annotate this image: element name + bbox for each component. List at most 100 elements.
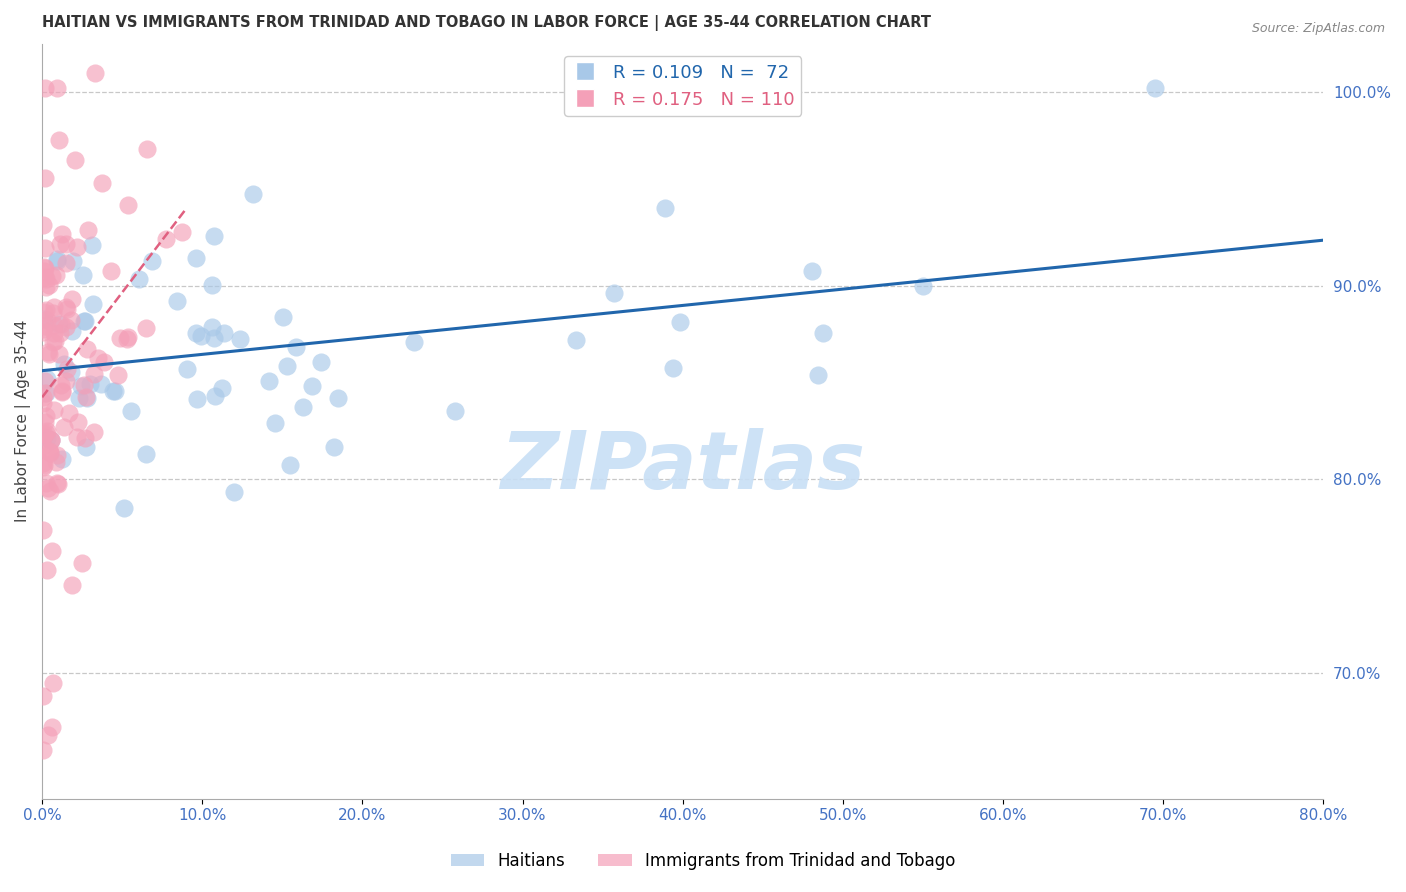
- Point: [93, 355, 115, 369]
- Point: [32, 305, 55, 319]
- Point: [32, 743, 55, 757]
- Point: [60, 578, 83, 592]
- Point: [77, 223, 100, 237]
- Point: [80, 238, 103, 252]
- Point: [242, 187, 264, 202]
- Point: [444, 404, 467, 418]
- Point: [62, 253, 84, 268]
- Point: [135, 320, 157, 334]
- Point: [204, 389, 226, 403]
- Point: [45, 476, 67, 491]
- Point: [35, 563, 58, 577]
- Point: [44, 334, 66, 348]
- Point: [83, 367, 105, 381]
- Point: [35, 272, 58, 286]
- Point: [285, 339, 308, 353]
- Point: [53, 419, 76, 434]
- Point: [35, 302, 58, 317]
- Point: [170, 225, 193, 239]
- Point: [34, 241, 56, 255]
- Point: [38, 445, 60, 459]
- Point: [807, 368, 830, 383]
- Point: [201, 278, 224, 293]
- Point: [73, 313, 96, 327]
- Point: [49, 378, 72, 392]
- Point: [32, 218, 55, 232]
- Point: [224, 485, 246, 500]
- Point: [56, 302, 79, 317]
- Point: [654, 201, 676, 215]
- Point: [120, 404, 142, 418]
- Point: [292, 401, 315, 415]
- Point: [565, 333, 588, 347]
- Point: [59, 312, 82, 326]
- Point: [51, 452, 73, 467]
- Point: [46, 477, 69, 491]
- Point: [52, 357, 75, 371]
- Point: [42, 403, 65, 417]
- Point: [32, 326, 55, 340]
- Point: [280, 458, 302, 472]
- Point: [66, 415, 89, 429]
- Point: [34, 319, 56, 334]
- Point: [82, 297, 104, 311]
- Point: [911, 278, 934, 293]
- Point: [34, 427, 56, 442]
- Point: [76, 441, 98, 455]
- Legend: R = 0.109   N =  72, R = 0.175   N = 110: R = 0.109 N = 72, R = 0.175 N = 110: [564, 56, 801, 116]
- Point: [32, 439, 55, 453]
- Point: [63, 153, 86, 167]
- Point: [76, 343, 98, 357]
- Point: [34, 260, 56, 275]
- Point: [55, 237, 77, 252]
- Point: [202, 229, 225, 244]
- Point: [39, 433, 62, 447]
- Point: [32, 429, 55, 443]
- Point: [55, 300, 77, 314]
- Point: [39, 446, 62, 460]
- Point: [37, 345, 59, 359]
- Point: [45, 252, 67, 267]
- Point: [34, 81, 56, 95]
- Point: [155, 232, 177, 246]
- Point: [66, 430, 89, 444]
- Point: [115, 332, 138, 346]
- Point: [46, 448, 69, 462]
- Point: [75, 314, 97, 328]
- Point: [69, 379, 91, 393]
- Point: [166, 293, 188, 308]
- Point: [41, 543, 63, 558]
- Point: [661, 360, 683, 375]
- Y-axis label: In Labor Force | Age 35-44: In Labor Force | Age 35-44: [15, 320, 31, 523]
- Point: [51, 227, 73, 241]
- Point: [41, 720, 63, 734]
- Point: [34, 374, 56, 388]
- Point: [42, 318, 65, 332]
- Point: [135, 446, 157, 460]
- Point: [42, 306, 65, 320]
- Point: [136, 142, 159, 156]
- Point: [42, 301, 65, 315]
- Point: [34, 270, 56, 285]
- Point: [35, 409, 58, 423]
- Point: [211, 380, 233, 394]
- Text: Source: ZipAtlas.com: Source: ZipAtlas.com: [1251, 22, 1385, 36]
- Point: [58, 406, 80, 420]
- Point: [35, 313, 58, 327]
- Point: [42, 675, 65, 690]
- Point: [184, 251, 207, 265]
- Point: [34, 415, 56, 429]
- Point: [35, 475, 58, 490]
- Point: [37, 481, 59, 495]
- Point: [83, 425, 105, 439]
- Point: [37, 372, 59, 386]
- Point: [35, 386, 58, 401]
- Point: [34, 171, 56, 186]
- Point: [44, 326, 66, 340]
- Point: [801, 263, 824, 277]
- Point: [39, 434, 62, 448]
- Point: [32, 458, 55, 472]
- Point: [51, 384, 73, 398]
- Point: [811, 326, 834, 340]
- Point: [32, 456, 55, 470]
